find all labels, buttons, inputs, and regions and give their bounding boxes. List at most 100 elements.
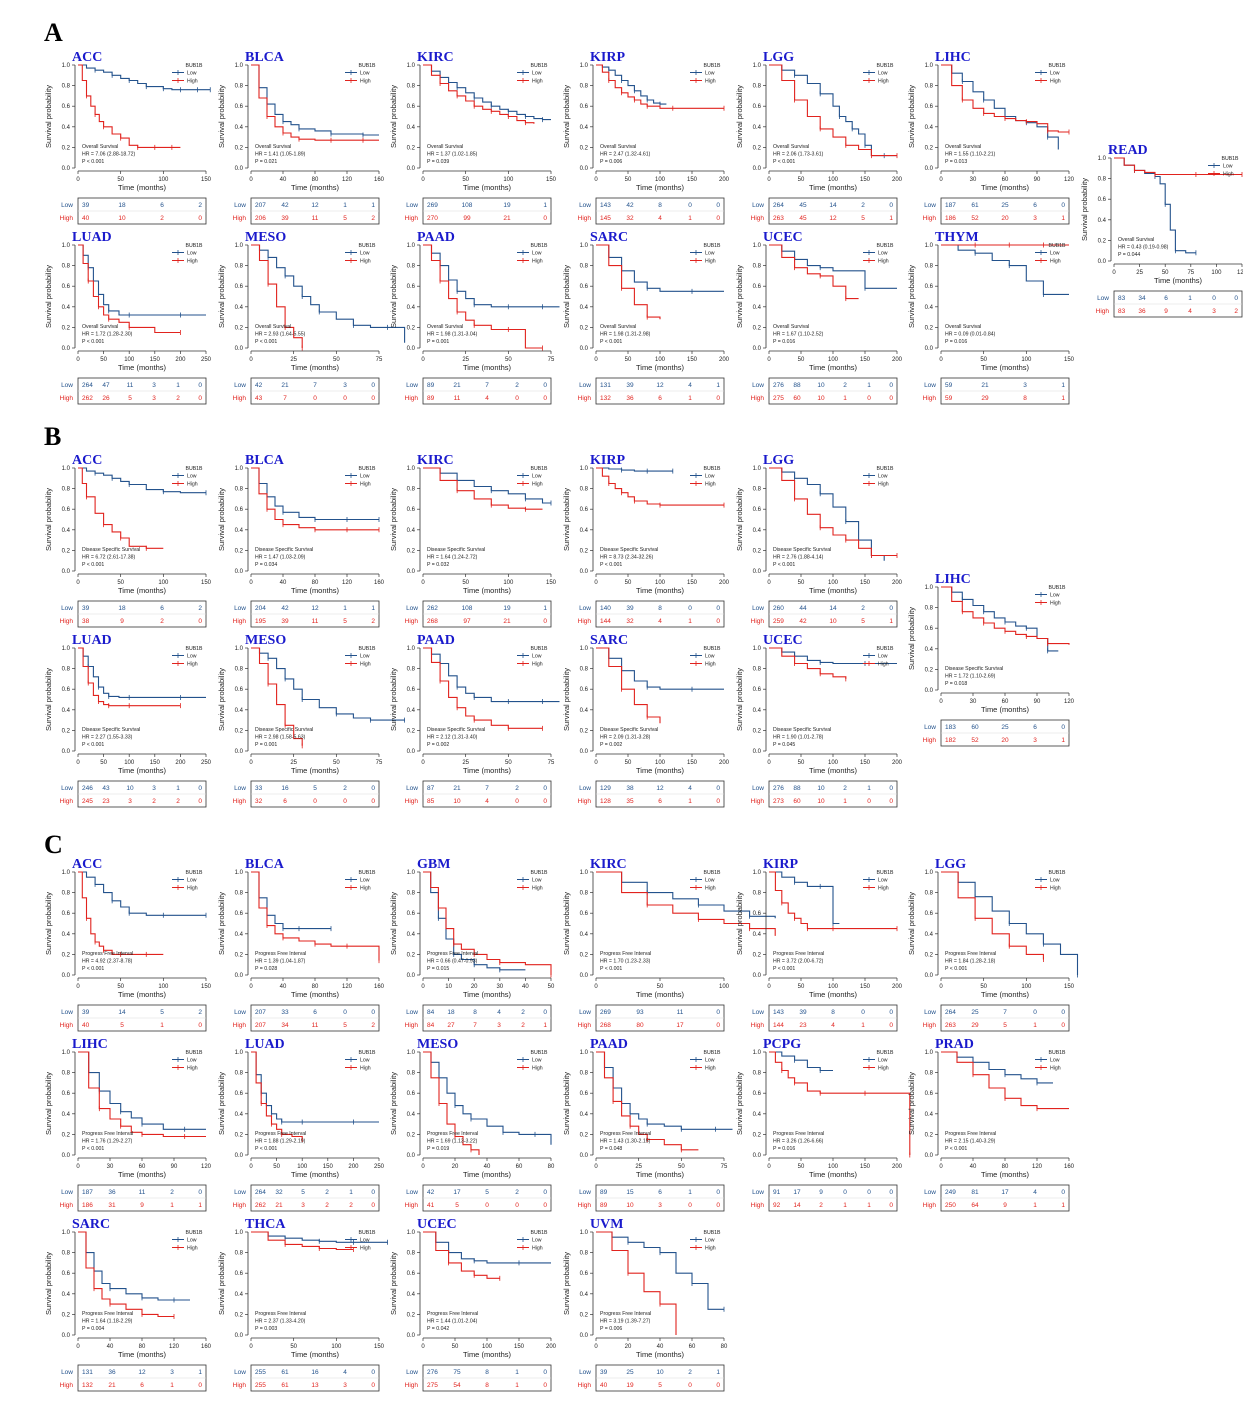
y-tick-label: 1.0 (235, 1230, 244, 1236)
y-axis-title: Survival probability (735, 265, 744, 328)
x-tick-label: 75 (548, 357, 555, 363)
cancer-name: BLCA (245, 857, 285, 872)
legend-label-high: High (187, 886, 198, 892)
x-axis-title: Time (months) (291, 766, 340, 775)
x-tick-label: 200 (892, 1164, 903, 1170)
risk-count-high: 36 (626, 395, 634, 402)
y-tick-label: 0.6 (753, 507, 762, 513)
y-tick-label: 0.2 (753, 548, 762, 554)
x-axis-title: Time (months) (118, 1170, 167, 1179)
x-tick-label: 50 (462, 177, 469, 183)
km-curve-low (423, 871, 526, 971)
risk-group-label-low: Low (61, 382, 73, 389)
y-tick-label: 0.8 (235, 1251, 244, 1257)
stat-text: HR = 1.44 (1.01-2.04) (427, 1319, 478, 1325)
x-tick-label: 100 (828, 760, 839, 766)
risk-count-high: 0 (716, 395, 720, 402)
risk-group-label-low: Low (924, 382, 936, 389)
y-tick-label: 0.0 (925, 166, 934, 172)
x-tick-label: 0 (421, 580, 425, 586)
km-curve-high (423, 1231, 500, 1279)
risk-count-low: 43 (102, 785, 110, 792)
risk-count-high: 10 (817, 395, 825, 402)
risk-count-high: 29 (981, 395, 989, 402)
risk-count-high: 1 (1033, 1202, 1037, 1209)
km-curve-low (596, 64, 667, 105)
x-tick-label: 150 (201, 580, 212, 586)
stat-text: P < 0.001 (82, 966, 104, 972)
stat-text: P = 0.039 (427, 159, 449, 165)
x-tick-label: 100 (482, 1344, 493, 1350)
stat-text: Overall Survival (82, 144, 118, 150)
risk-count-high: 3 (1033, 737, 1037, 744)
risk-group-label-high: High (60, 1382, 74, 1389)
legend-label-high: High (705, 662, 716, 668)
y-tick-label: 0.6 (62, 104, 71, 110)
y-tick-label: 1.0 (925, 870, 934, 876)
x-axis-title: Time (months) (463, 183, 512, 192)
y-axis-title: Survival probability (217, 85, 226, 148)
risk-count-high: 99 (463, 215, 471, 222)
x-tick-label: 50 (333, 760, 340, 766)
km-curve-high (423, 647, 543, 729)
stat-text: HR = 3.19 (1.39-7.27) (600, 1319, 651, 1325)
cancer-name: SARC (590, 230, 628, 245)
risk-count-high: 1 (843, 1202, 847, 1209)
risk-group-label-high: High (233, 1382, 247, 1389)
legend-title: BUB1B (185, 63, 203, 69)
y-tick-label: 1.0 (925, 243, 934, 249)
y-tick-label: 1.0 (235, 646, 244, 652)
stat-text: Overall Survival (427, 144, 463, 150)
y-tick-label: 0.8 (580, 1251, 589, 1257)
x-tick-label: 0 (767, 177, 771, 183)
x-tick-label: 0 (421, 357, 425, 363)
stat-text: Disease Specific Survival (427, 547, 485, 553)
risk-group-label-high: High (405, 215, 419, 222)
x-axis-title: Time (months) (809, 990, 858, 999)
km-curve-high (769, 244, 859, 300)
cancer-name: LGG (763, 453, 794, 468)
x-tick-label: 0 (421, 1164, 425, 1170)
cancer-name: LGG (763, 50, 794, 65)
x-tick-label: 75 (721, 1164, 728, 1170)
risk-count-low: 2 (198, 605, 202, 612)
y-axis-title: Survival probability (735, 892, 744, 955)
risk-count-low: 0 (867, 1189, 871, 1196)
x-tick-label: 0 (594, 1344, 598, 1350)
risk-group-label-high: High (578, 1382, 592, 1389)
risk-group-label-low: Low (579, 605, 591, 612)
risk-count-low: 0 (1061, 202, 1065, 209)
x-tick-label: 40 (657, 1344, 664, 1350)
km-curve-high (78, 871, 164, 955)
y-tick-label: 0.0 (235, 346, 244, 352)
x-axis-title: Time (months) (463, 363, 512, 372)
risk-count-low: 1 (543, 605, 547, 612)
y-tick-label: 0.6 (407, 1271, 416, 1277)
x-tick-label: 75 (1187, 270, 1194, 276)
cancer-name: THYM (935, 230, 979, 245)
x-tick-label: 150 (687, 177, 698, 183)
legend-label-high: High (532, 886, 543, 892)
km-curve-high (251, 1231, 354, 1251)
legend-label-low: Low (1050, 1058, 1060, 1064)
risk-count-high: 0 (716, 798, 720, 805)
x-tick-label: 0 (594, 580, 598, 586)
y-tick-label: 0.6 (235, 1271, 244, 1277)
y-tick-label: 1.0 (407, 243, 416, 249)
legend-title: BUB1B (358, 646, 376, 652)
x-tick-label: 90 (1034, 177, 1041, 183)
risk-count-high: 9 (1003, 1202, 1007, 1209)
risk-count-high: 13 (311, 1382, 319, 1389)
x-tick-label: 100 (503, 177, 514, 183)
y-tick-label: 0.4 (407, 305, 416, 311)
risk-count-low: 2 (843, 382, 847, 389)
risk-count-low: 249 (945, 1189, 956, 1196)
risk-count-low: 33 (281, 1009, 289, 1016)
stat-text: HR = 1.64 (1.18-2.29) (82, 1319, 133, 1325)
risk-count-low: 264 (945, 1009, 956, 1016)
y-tick-label: 0.2 (62, 728, 71, 734)
risk-count-high: 2 (371, 618, 375, 625)
km-curve-low (423, 64, 551, 121)
